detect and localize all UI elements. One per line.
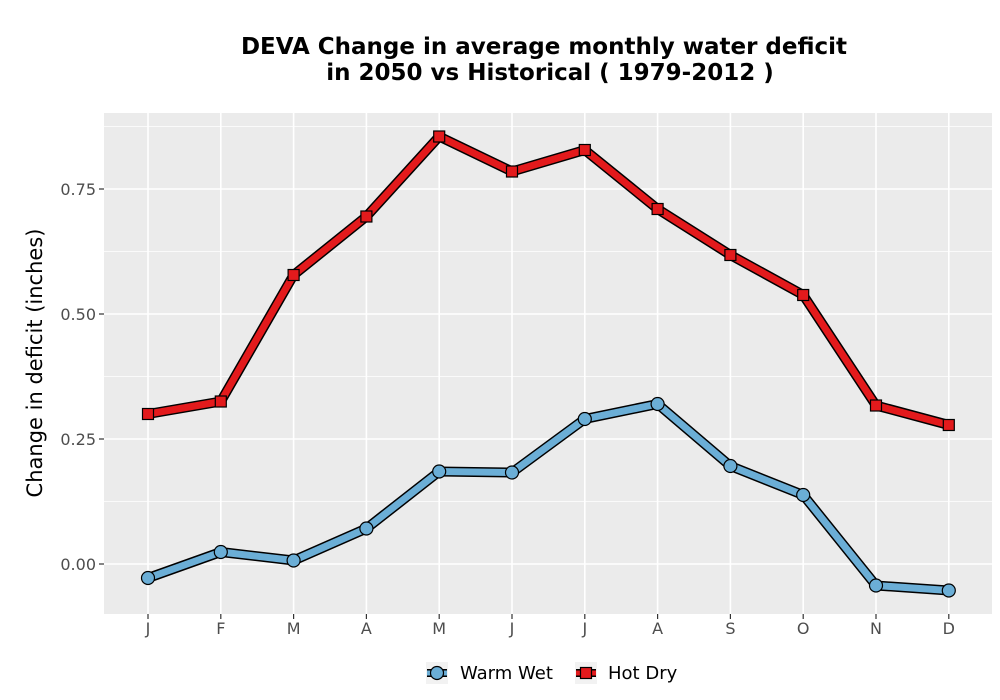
data-point <box>869 399 883 412</box>
data-point <box>724 248 737 262</box>
data-point <box>504 465 520 480</box>
data-point <box>650 396 665 412</box>
data-point <box>141 407 155 421</box>
legend-key-marker <box>579 666 593 680</box>
series-line <box>144 400 953 594</box>
x-tick-label: M <box>287 619 301 638</box>
x-tick-label: J <box>581 619 587 638</box>
legend-key-marker <box>429 665 445 681</box>
y-tick-label: 0.25 <box>60 430 96 449</box>
data-point <box>577 411 592 427</box>
x-tick-label: J <box>509 619 515 638</box>
legend-label: Hot Dry <box>608 663 678 684</box>
grid-major <box>104 113 992 614</box>
y-tick-label: 0.75 <box>60 180 96 199</box>
data-point <box>941 583 956 598</box>
data-point <box>214 395 227 408</box>
y-tick-label: 0.00 <box>60 555 96 574</box>
legend-item-hot-dry: Hot Dry <box>575 662 678 684</box>
x-tick-label: J <box>145 619 151 638</box>
data-point <box>796 487 811 503</box>
chart-title-line1: DEVA Change in average monthly water def… <box>241 34 847 60</box>
data-point <box>360 210 373 223</box>
data-point <box>213 544 228 560</box>
x-tick-label: S <box>725 619 735 638</box>
legend: Warm Wet Hot Dry <box>426 662 678 684</box>
y-axis: 0.00 0.25 0.50 0.75 <box>60 180 104 574</box>
y-axis-label: Change in deficit (inches) <box>23 229 47 498</box>
data-point <box>578 143 591 157</box>
series-hot-dry <box>141 130 955 432</box>
data-point <box>942 418 955 432</box>
chart-title-line2: in 2050 vs Historical ( 1979-2012 ) <box>326 60 773 86</box>
x-tick-label: F <box>216 619 225 638</box>
data-point <box>432 464 447 479</box>
x-tick-label: M <box>432 619 446 638</box>
data-point <box>287 268 300 282</box>
data-point <box>433 130 446 143</box>
series-layer <box>140 130 956 598</box>
data-point <box>797 288 810 302</box>
series-line <box>144 133 953 429</box>
grid-minor <box>104 126 992 502</box>
data-point <box>286 553 301 568</box>
series-warm-wet <box>140 396 956 598</box>
data-point <box>359 521 374 536</box>
x-tick-label: A <box>361 619 372 638</box>
data-point <box>651 202 664 216</box>
x-tick-label: N <box>870 619 882 638</box>
data-point <box>505 165 519 178</box>
y-tick-label: 0.50 <box>60 305 96 324</box>
data-point <box>723 458 738 474</box>
x-tick-label: O <box>797 619 810 638</box>
x-tick-label: D <box>943 619 955 638</box>
data-point <box>868 578 884 593</box>
x-tick-label: A <box>652 619 663 638</box>
legend-item-warm-wet: Warm Wet <box>426 662 553 684</box>
data-point <box>140 570 156 586</box>
legend-label: Warm Wet <box>460 663 553 684</box>
